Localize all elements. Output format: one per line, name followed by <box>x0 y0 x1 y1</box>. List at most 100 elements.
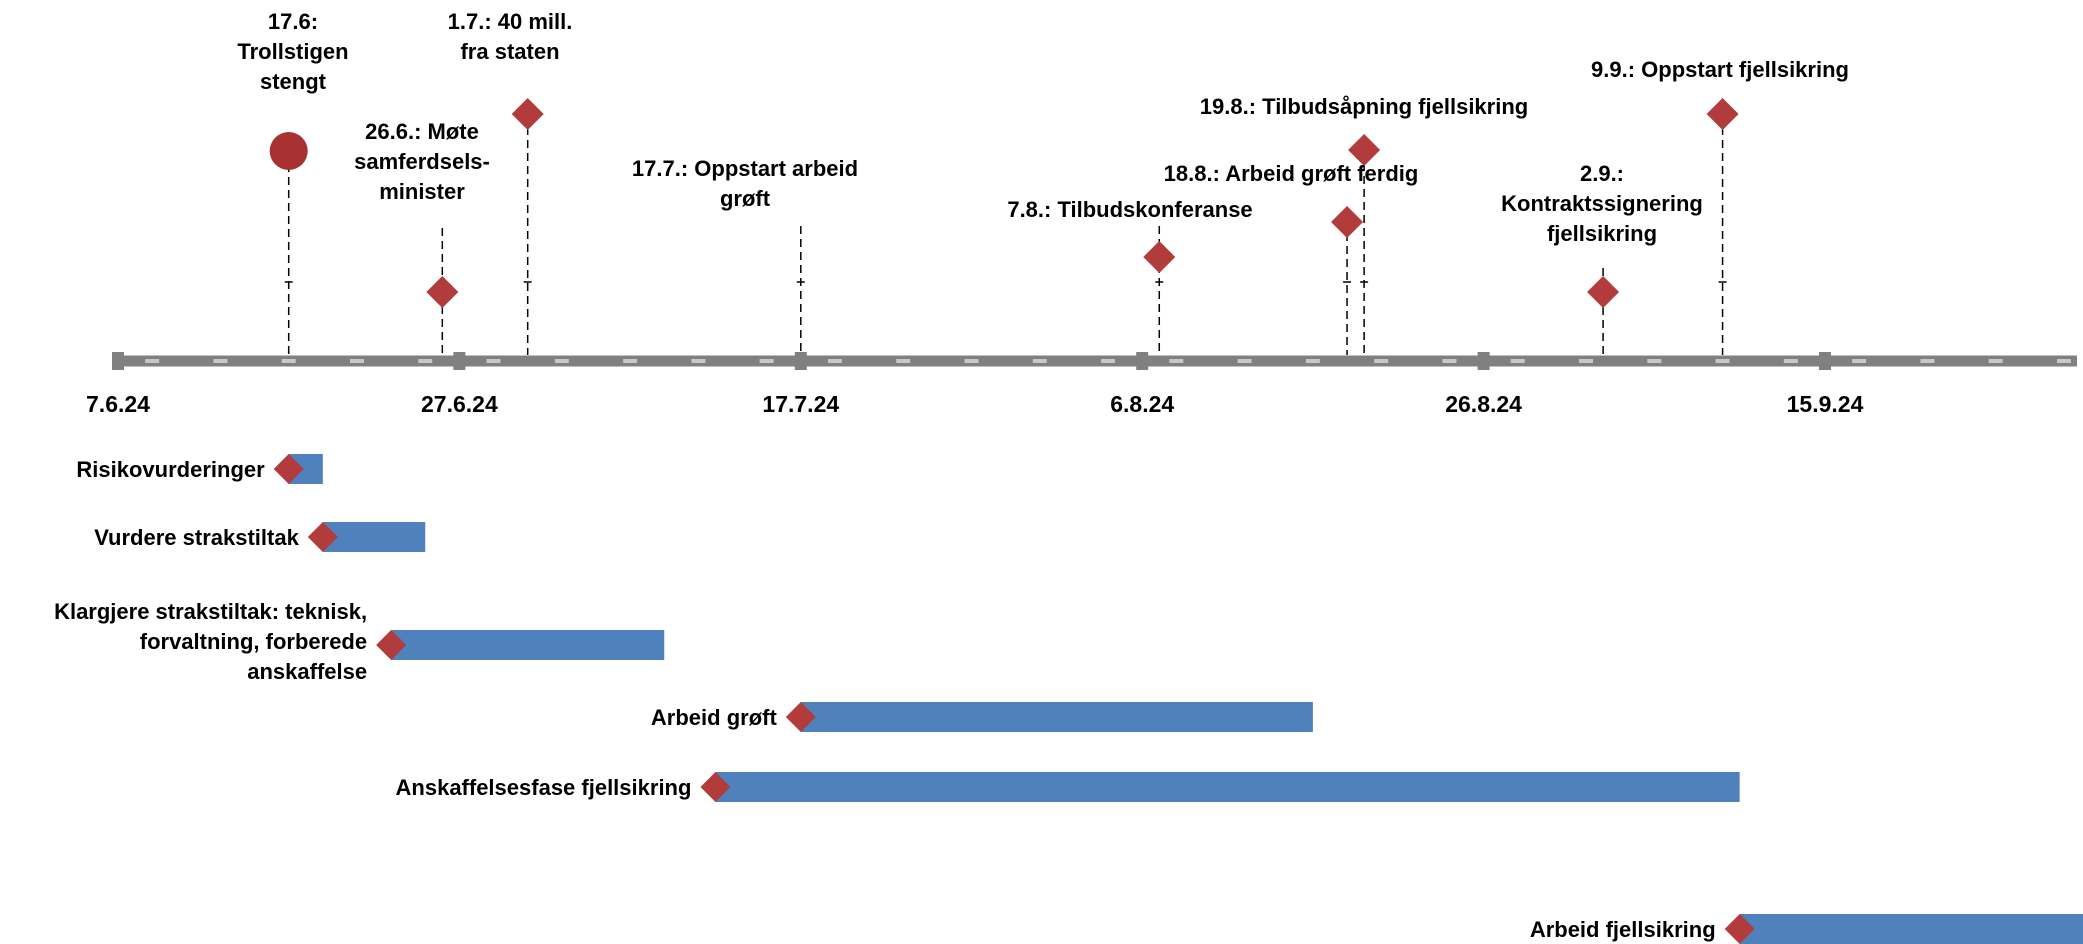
task-label: Vurdere strakstiltak <box>94 525 299 550</box>
circle-icon <box>269 132 308 170</box>
axis-tick-label: 17.7.24 <box>762 391 839 417</box>
axis-dash <box>896 359 911 363</box>
axis-tick-label: 27.6.24 <box>421 391 498 417</box>
milestone-label: 19.8.: Tilbudsåpning fjellsikring <box>1200 94 1528 119</box>
axis-dash <box>349 359 364 363</box>
diamond-icon <box>1331 206 1364 238</box>
milestone-label: 2.9.: Kontraktssignering fjellsikring <box>1501 161 1703 246</box>
milestone-label-line: 19.8.: Tilbudsåpning fjellsikring <box>1200 94 1528 119</box>
axis-dash <box>1032 359 1047 363</box>
axis-dash <box>827 359 842 363</box>
milestone-label-line: grøft <box>720 186 771 211</box>
task-label-line: Vurdere strakstiltak <box>94 525 299 550</box>
task-label: Klargjere strakstiltak: teknisk, forvaltn… <box>54 599 367 684</box>
axis-dash <box>1169 359 1184 363</box>
axis-dash <box>1647 359 1662 363</box>
diamond-icon <box>273 454 304 484</box>
milestone-label-line: fra staten <box>460 39 559 64</box>
task-bar <box>715 772 1740 802</box>
task-label-line: Arbeid grøft <box>651 705 778 730</box>
task-bar <box>391 630 665 660</box>
axis-dash <box>964 359 979 363</box>
axis-dash <box>554 359 569 363</box>
axis-dash <box>1442 359 1457 363</box>
task-label: Arbeid fjellsikring <box>1530 917 1716 942</box>
axis-dash <box>1579 359 1594 363</box>
axis-dash <box>1783 359 1798 363</box>
axis-tick <box>1819 352 1831 370</box>
milestone-label-line: 7.8.: Tilbudskonferanse <box>1007 197 1252 222</box>
task-label-line: anskaffelse <box>247 659 367 684</box>
task-bar <box>322 522 426 552</box>
task-label-line: Anskaffelsesfase fjellsikring <box>396 775 692 800</box>
milestone-label: 7.8.: Tilbudskonferanse <box>1007 197 1252 222</box>
milestone-label-line: minister <box>379 179 465 204</box>
milestone-label-line: fjellsikring <box>1547 221 1657 246</box>
axis-dash <box>418 359 433 363</box>
axis-dash <box>623 359 638 363</box>
diamond-icon <box>511 98 544 130</box>
axis-tick <box>453 352 466 370</box>
task-bar <box>800 702 1313 732</box>
diamond-icon <box>1587 276 1620 308</box>
axis-tick <box>794 352 807 370</box>
axis-dash <box>1715 359 1730 363</box>
diamond-icon <box>1348 134 1381 166</box>
axis-dash <box>281 359 296 363</box>
axis-tick-label: 15.9.24 <box>1787 391 1864 417</box>
diamond-icon <box>1724 914 1755 944</box>
axis-dash <box>145 359 160 363</box>
task-label-line: forvaltning, forberede <box>140 629 367 654</box>
task-label: Anskaffelsesfase fjellsikring <box>396 775 692 800</box>
axis-dash <box>1237 359 1252 363</box>
milestone-label-line: Kontraktssignering <box>1501 191 1703 216</box>
axis-dash <box>1510 359 1525 363</box>
axis-dash <box>2056 359 2071 363</box>
task-label-line: Arbeid fjellsikring <box>1530 917 1716 942</box>
axis-tick <box>1477 352 1490 370</box>
task-bar <box>1739 914 2083 944</box>
milestone-label-line: 17.7.: Oppstart arbeid <box>632 156 858 181</box>
task-label-line: Klargjere strakstiltak: teknisk, <box>54 599 367 624</box>
milestone-label: 1.7.: 40 mill. fra staten <box>448 9 573 64</box>
diamond-icon <box>376 630 407 660</box>
diamond-icon <box>1143 241 1176 273</box>
milestone-label-line: 18.8.: Arbeid grøft ferdig <box>1164 161 1419 186</box>
axis-tick <box>1136 352 1149 370</box>
milestone-label: 17.7.: Oppstart arbeid grøft <box>632 156 858 211</box>
milestone-label-line: Trollstigen <box>237 39 348 64</box>
milestone-label: 17.6: Trollstigen stengt <box>237 9 348 94</box>
axis-dash <box>1988 359 2003 363</box>
milestone-label: 9.9.: Oppstart fjellsikring <box>1591 57 1849 82</box>
diamond-icon <box>700 772 731 802</box>
milestone-label: 26.6.: Møte samferdsels-minister <box>354 119 490 204</box>
axis-dash <box>1852 359 1867 363</box>
diamond-icon <box>426 276 459 308</box>
task-label: Arbeid grøft <box>651 705 778 730</box>
milestone-label-line: 1.7.: 40 mill. <box>448 9 573 34</box>
task-bars: Risikovurderinger Vurdere strakstiltak Kla… <box>54 454 2083 944</box>
milestone-label: 18.8.: Arbeid grøft ferdig <box>1164 161 1419 186</box>
axis-dash <box>1305 359 1320 363</box>
diamond-icon <box>307 522 338 552</box>
axis-dash <box>691 359 706 363</box>
diamond-icon <box>785 702 816 732</box>
axis-tick-label: 6.8.24 <box>1110 391 1174 417</box>
axis-tick <box>112 352 124 370</box>
milestone-label-line: 26.6.: Møte <box>365 119 479 144</box>
timeline-axis: 7.6.24 27.6.24 17.7.24 6.8.24 26.8.24 15.9.24 <box>86 352 2077 417</box>
axis-dash <box>1920 359 1935 363</box>
diamond-icon <box>1706 98 1739 130</box>
task-label: Risikovurderinger <box>76 457 265 482</box>
milestone-label-line: 17.6: <box>268 9 318 34</box>
axis-dash <box>759 359 774 363</box>
axis-dash <box>1101 359 1116 363</box>
milestone-label-line: stengt <box>260 69 327 94</box>
milestones: 17.6: Trollstigen stengt 26.6.: Møte samferd… <box>237 9 1849 308</box>
axis-tick-label: 26.8.24 <box>1445 391 1522 417</box>
task-label-line: Risikovurderinger <box>76 457 265 482</box>
milestone-label-line: 9.9.: Oppstart fjellsikring <box>1591 57 1849 82</box>
axis-dash <box>213 359 228 363</box>
milestone-label-line: samferdsels- <box>354 149 490 174</box>
